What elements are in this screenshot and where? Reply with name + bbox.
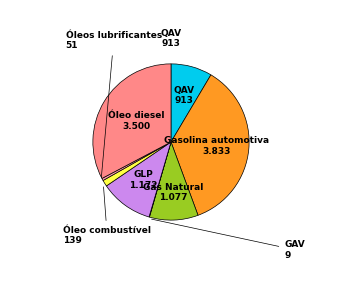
Text: GAV
9: GAV 9 <box>152 219 305 260</box>
Text: Gasolina automotiva
3.833: Gasolina automotiva 3.833 <box>163 136 269 156</box>
Text: Óleos lubrificantes
51: Óleos lubrificantes 51 <box>66 31 162 178</box>
Text: QAV
913: QAV 913 <box>173 85 194 105</box>
Text: Gás Natural
1.077: Gás Natural 1.077 <box>143 183 203 202</box>
Wedge shape <box>149 142 171 217</box>
Wedge shape <box>93 64 171 178</box>
Wedge shape <box>171 75 249 215</box>
Wedge shape <box>106 142 171 217</box>
Text: Óleo combustível
139: Óleo combustível 139 <box>63 187 151 245</box>
Wedge shape <box>103 142 171 186</box>
Wedge shape <box>149 142 198 220</box>
Text: GLP
1.172: GLP 1.172 <box>129 170 158 190</box>
Wedge shape <box>171 64 211 142</box>
Text: Óleo diesel
3.500: Óleo diesel 3.500 <box>108 111 165 131</box>
Text: QAV
913: QAV 913 <box>160 29 182 48</box>
Wedge shape <box>102 142 171 181</box>
